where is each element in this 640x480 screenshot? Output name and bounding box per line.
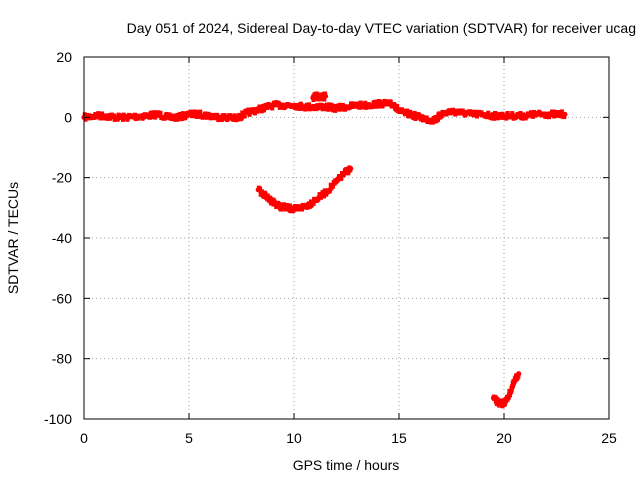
y-axis: -100 -80 -60 -40 -20 0 20 <box>44 49 609 427</box>
y-tick-label: -100 <box>44 411 72 427</box>
data-point <box>552 113 557 119</box>
data-point <box>509 386 514 392</box>
data-point <box>258 186 263 192</box>
data-point <box>562 111 568 117</box>
data-point <box>326 106 331 112</box>
x-axis: 0 5 10 15 20 25 <box>80 57 617 446</box>
chart-title: Day 051 of 2024, Sidereal Day-to-day VTE… <box>127 20 636 36</box>
data-point <box>270 105 275 111</box>
data-point <box>331 107 335 113</box>
data-point <box>115 116 120 122</box>
series-main-band <box>81 98 568 125</box>
data-point <box>307 102 311 108</box>
data-point <box>242 113 247 119</box>
data-point <box>475 113 479 119</box>
data-point <box>380 103 385 109</box>
x-tick-label: 15 <box>391 430 407 446</box>
data-point <box>559 109 564 115</box>
data-point <box>531 113 536 119</box>
data-point <box>106 115 110 121</box>
x-tick-label: 0 <box>80 430 88 446</box>
data-point <box>339 175 344 181</box>
x-tick-label: 5 <box>185 430 193 446</box>
data-point <box>304 105 308 111</box>
data-point <box>504 115 509 121</box>
data-point <box>263 191 268 197</box>
x-tick-label: 25 <box>601 430 617 446</box>
y-tick-label: -60 <box>52 290 72 306</box>
y-tick-label: 0 <box>64 109 72 125</box>
data-point <box>518 110 523 116</box>
data-point <box>311 200 316 206</box>
data-point <box>319 102 324 108</box>
data-point <box>198 109 203 115</box>
data-point <box>247 111 252 117</box>
data-point <box>259 108 264 114</box>
data-point <box>372 102 377 108</box>
data-point <box>494 112 499 118</box>
data-point <box>334 106 339 112</box>
y-tick-label: -80 <box>52 351 72 367</box>
data-point <box>322 96 327 102</box>
data-point <box>486 110 491 116</box>
data-point <box>311 97 316 103</box>
data-point <box>348 104 353 110</box>
data-point <box>195 109 200 115</box>
data-point <box>405 108 410 114</box>
data-point <box>516 371 522 377</box>
x-tick-label: 20 <box>496 430 512 446</box>
data-point <box>297 105 302 111</box>
y-tick-label: -20 <box>52 170 72 186</box>
data-point <box>316 195 321 201</box>
data-point <box>510 111 515 117</box>
data-point <box>331 183 335 189</box>
data-points <box>81 91 568 409</box>
data-point <box>237 112 242 118</box>
y-tick-label: -40 <box>52 230 72 246</box>
data-point <box>178 111 182 117</box>
data-point <box>121 116 125 122</box>
data-point <box>337 102 342 108</box>
data-point <box>158 110 163 116</box>
data-point <box>287 203 292 209</box>
data-point <box>324 106 329 112</box>
data-point <box>189 109 194 115</box>
data-point <box>424 115 429 121</box>
data-point <box>348 166 354 172</box>
data-point <box>492 115 497 121</box>
data-point <box>322 193 326 199</box>
series-arc-1 <box>255 165 354 214</box>
x-axis-label: GPS time / hours <box>293 457 400 473</box>
series-arc-2 <box>490 371 522 409</box>
y-axis-label: SDTVAR / TECUs <box>5 182 21 294</box>
data-point <box>395 104 400 110</box>
data-point <box>508 392 512 398</box>
x-tick-label: 10 <box>286 430 302 446</box>
y-tick-label: 20 <box>56 49 72 65</box>
data-point <box>268 195 273 201</box>
data-point <box>83 116 88 122</box>
data-point <box>373 99 378 105</box>
data-point <box>378 100 383 106</box>
data-point <box>277 101 281 107</box>
data-point <box>329 102 334 108</box>
data-point <box>215 113 220 119</box>
data-point <box>420 114 425 120</box>
data-point <box>322 93 329 99</box>
data-point <box>172 116 177 122</box>
series-blip <box>310 91 329 103</box>
data-point <box>203 111 208 117</box>
